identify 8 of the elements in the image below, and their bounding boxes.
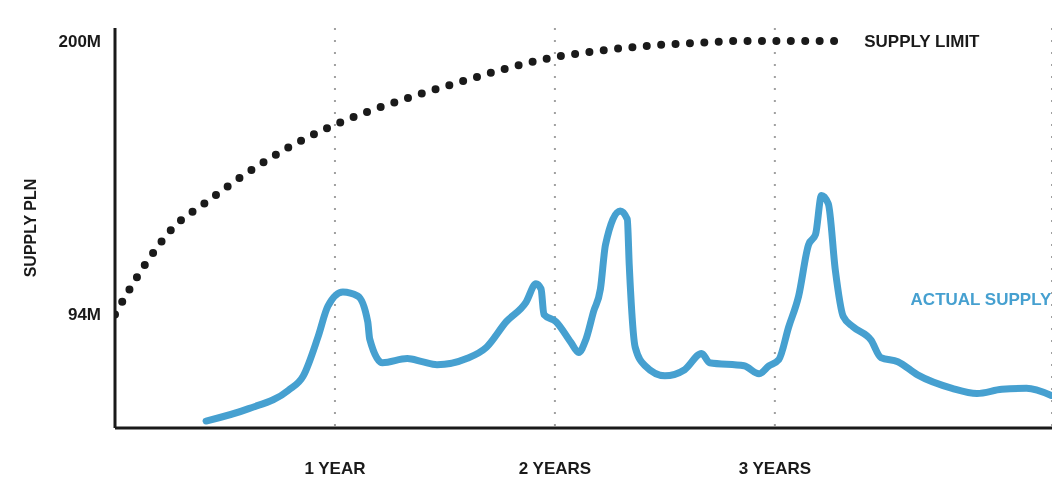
x-tick-label: 1 YEAR	[304, 459, 366, 479]
x-tick-label: 3 YEARS	[738, 459, 812, 479]
y-tick-label: 200M	[58, 31, 101, 51]
y-tick-label: 94M	[67, 305, 101, 325]
y-axis-title: SUPPLY PLN	[21, 178, 39, 278]
series-label: SUPPLY LIMIT	[864, 31, 981, 51]
x-tick-label: 2 YEARS	[518, 459, 592, 479]
text: ACTUAL SUPPLY	[910, 290, 1052, 310]
